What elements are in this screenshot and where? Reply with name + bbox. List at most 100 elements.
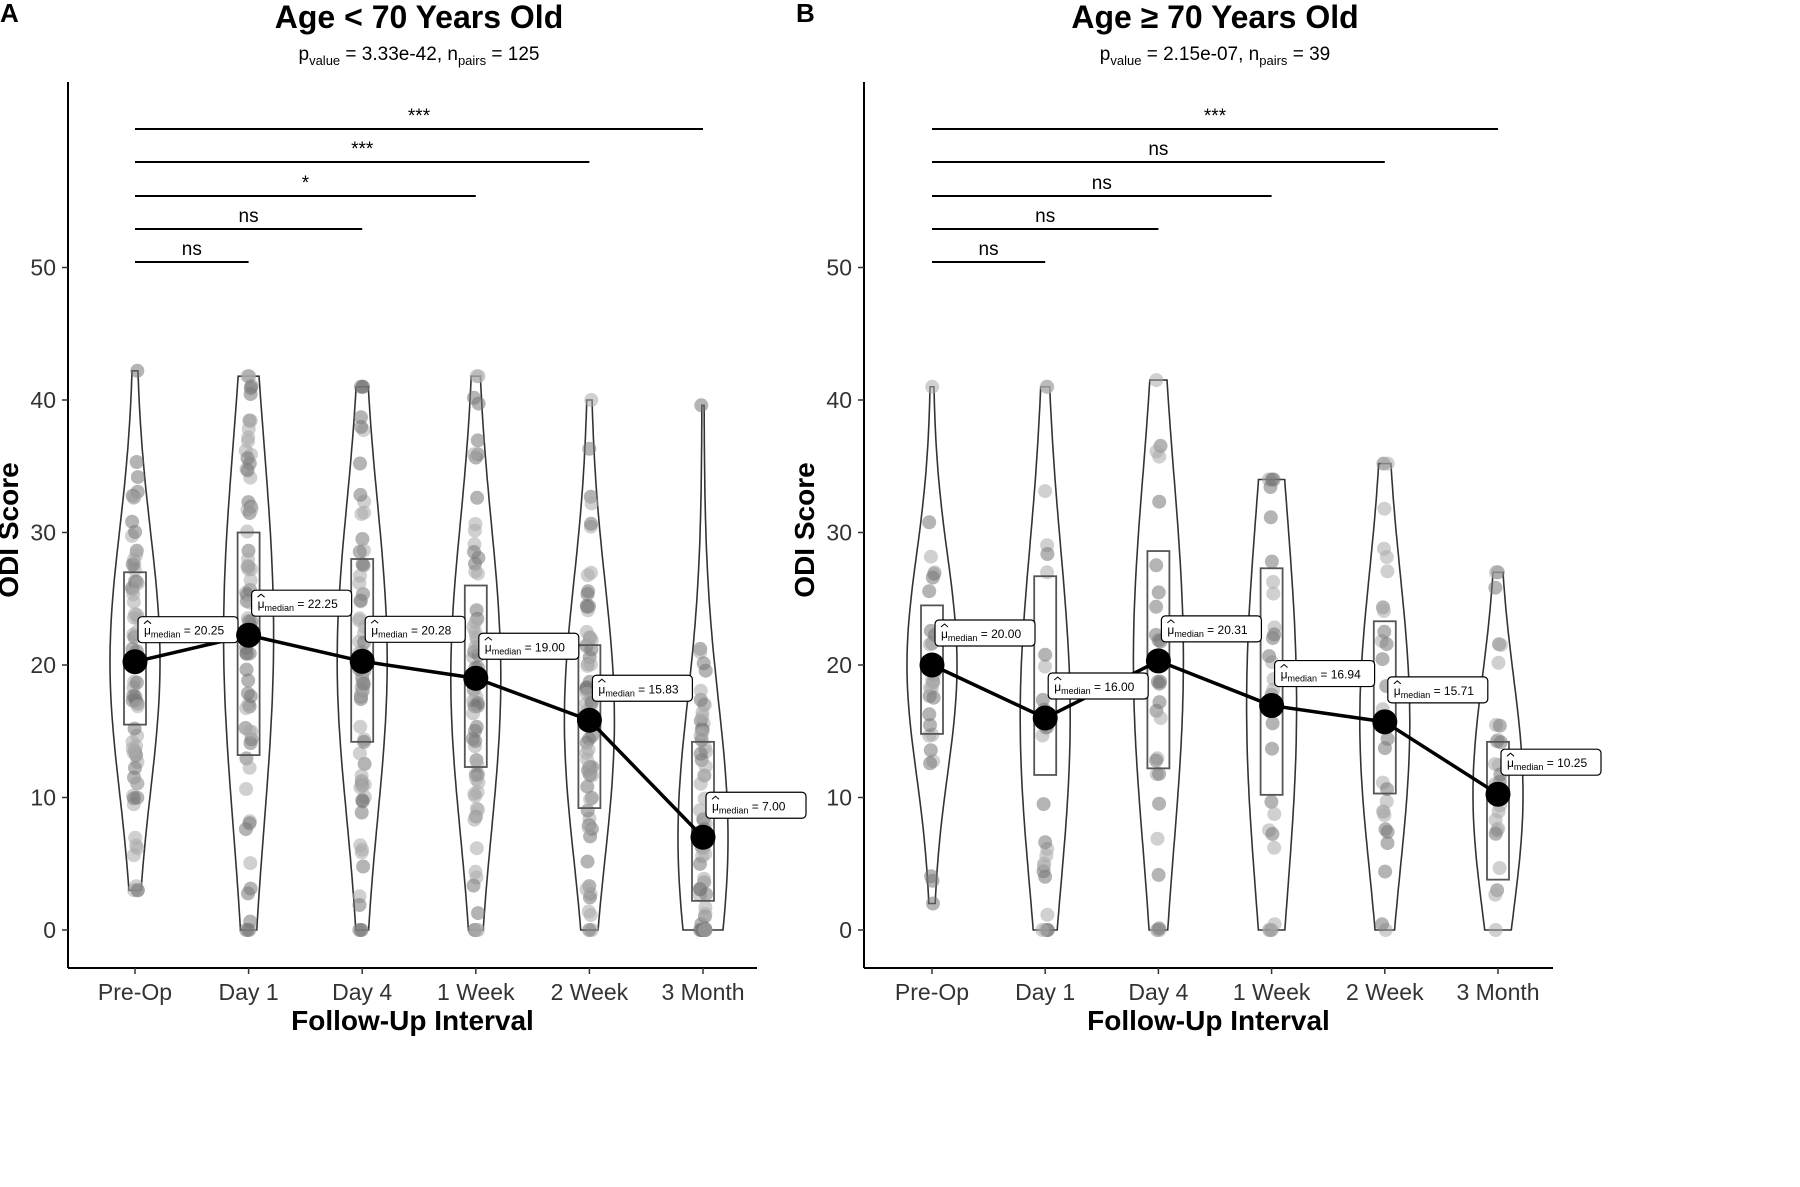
median-label-box xyxy=(1500,748,1602,776)
median-point xyxy=(919,652,945,678)
data-point xyxy=(1038,484,1053,499)
median-label-box xyxy=(478,632,580,660)
data-point xyxy=(1265,827,1280,841)
data-point xyxy=(583,631,598,646)
data-point xyxy=(1380,836,1395,851)
median-label-sub: median xyxy=(1061,686,1091,696)
x-tick-label: 1 Week xyxy=(437,979,515,1005)
data-point xyxy=(1267,807,1282,821)
data-point xyxy=(467,523,482,538)
median-label: μmedian = 10.25 xyxy=(1507,756,1587,772)
data-point xyxy=(467,447,481,462)
y-tick-label: 20 xyxy=(826,652,852,678)
data-point xyxy=(1377,624,1392,639)
data-point xyxy=(695,725,710,740)
data-point xyxy=(352,923,367,937)
data-point xyxy=(243,689,258,704)
data-point xyxy=(1376,804,1391,819)
violin-shape xyxy=(222,375,275,931)
median-hat-icon xyxy=(1053,676,1062,681)
data-point xyxy=(357,756,372,771)
data-point xyxy=(580,803,595,818)
median-point xyxy=(1259,693,1285,719)
median-label: μmedian = 20.25 xyxy=(144,624,224,640)
data-point xyxy=(1040,547,1055,561)
y-tick-label: 10 xyxy=(30,785,56,811)
data-point xyxy=(354,410,368,425)
data-point xyxy=(1038,647,1053,662)
median-label-symbol: μ xyxy=(598,682,605,696)
x-tick-label: 3 Month xyxy=(1456,979,1539,1005)
data-point xyxy=(1266,574,1281,589)
data-point xyxy=(1267,627,1282,642)
subtitle-p-value: = 2.15e-07, xyxy=(1141,44,1248,65)
median-label-symbol: μ xyxy=(941,627,948,641)
data-point xyxy=(239,701,254,716)
data-point xyxy=(1266,586,1281,601)
data-point xyxy=(1149,373,1164,388)
significance-label: *** xyxy=(408,106,431,127)
median-label-sub: median xyxy=(1174,629,1204,639)
data-point xyxy=(1376,604,1391,619)
data-point xyxy=(1379,637,1394,652)
data-point xyxy=(1492,718,1507,733)
data-point xyxy=(467,786,482,801)
data-point xyxy=(241,562,256,577)
data-point xyxy=(693,645,708,660)
median-hat-icon xyxy=(598,678,606,683)
median-label: μmedian = 20.31 xyxy=(1167,623,1247,639)
data-point xyxy=(471,906,485,921)
box-iqr xyxy=(236,531,261,757)
data-point xyxy=(354,805,369,820)
significance-label: ns xyxy=(239,206,259,227)
significance-label: ns xyxy=(979,239,999,260)
data-point xyxy=(130,776,145,791)
data-point xyxy=(466,620,481,635)
data-point xyxy=(693,683,708,698)
median-label-value: = 7.00 xyxy=(748,799,785,813)
data-point xyxy=(1153,711,1168,726)
violin-shape xyxy=(1245,478,1298,931)
data-point xyxy=(1493,638,1508,652)
data-point xyxy=(698,907,713,921)
x-axis-label: Follow-Up Interval xyxy=(1087,1005,1330,1036)
median-label-value: = 16.00 xyxy=(1091,680,1135,694)
data-point xyxy=(353,688,368,702)
subtitle-n-sub: pairs xyxy=(1259,53,1288,68)
data-point xyxy=(1488,887,1503,902)
data-point xyxy=(469,772,484,786)
median-hat-icon xyxy=(1280,663,1288,668)
x-tick-label: 1 Week xyxy=(1233,979,1311,1005)
data-point xyxy=(923,549,938,564)
median-label: μmedian = 16.94 xyxy=(1281,668,1361,684)
data-point xyxy=(1038,869,1053,884)
chart-subtitle: pvalue = 3.33e-42, npairs = 125 xyxy=(299,44,540,68)
data-point xyxy=(130,576,145,591)
y-tick-label: 50 xyxy=(30,255,56,281)
data-point xyxy=(126,490,141,505)
data-point xyxy=(580,854,595,869)
median-label-sub: median xyxy=(151,630,181,640)
box-iqr xyxy=(1486,740,1510,881)
median-point xyxy=(690,824,716,850)
data-point xyxy=(471,396,486,411)
median-hat-icon xyxy=(1506,752,1515,757)
data-point xyxy=(129,548,144,562)
data-point xyxy=(922,584,937,599)
data-point xyxy=(243,413,258,428)
significance-label: ns xyxy=(1092,173,1112,194)
median-hat-icon xyxy=(143,620,152,625)
median-label-sub: median xyxy=(1514,762,1544,772)
data-point xyxy=(355,379,370,394)
median-point xyxy=(349,648,375,674)
data-point xyxy=(697,871,711,886)
data-point xyxy=(356,859,371,874)
data-point xyxy=(1152,921,1167,936)
data-point xyxy=(243,736,258,751)
median-hat-icon xyxy=(370,619,379,624)
data-point xyxy=(1377,741,1392,756)
median-label-symbol: μ xyxy=(258,597,265,611)
median-label: μmedian = 15.83 xyxy=(598,682,678,698)
data-point xyxy=(1150,831,1165,846)
data-point xyxy=(128,525,143,539)
